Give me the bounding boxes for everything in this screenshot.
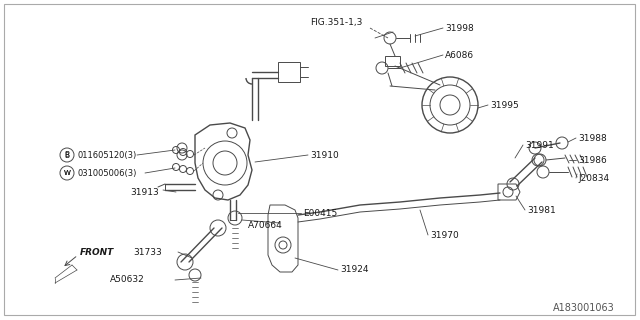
Text: B: B	[65, 152, 69, 158]
Text: 31924: 31924	[340, 266, 369, 275]
Text: 31733: 31733	[133, 247, 162, 257]
Text: J20834: J20834	[578, 173, 609, 182]
Text: 31991: 31991	[525, 140, 554, 149]
Text: 31970: 31970	[430, 230, 459, 239]
Text: FIG.351-1,3: FIG.351-1,3	[310, 18, 362, 27]
Text: 31981: 31981	[527, 205, 556, 214]
Text: E00415: E00415	[303, 209, 337, 218]
Text: 31998: 31998	[445, 23, 474, 33]
Text: 31910: 31910	[310, 150, 339, 159]
Text: 31986: 31986	[578, 156, 607, 164]
Text: A70664: A70664	[248, 220, 283, 229]
Text: A50632: A50632	[110, 276, 145, 284]
Text: W: W	[63, 170, 70, 176]
Text: W: W	[63, 170, 70, 176]
Text: A6086: A6086	[445, 51, 474, 60]
Text: FRONT: FRONT	[80, 247, 115, 257]
Text: B: B	[65, 150, 70, 159]
Text: 031005006(3): 031005006(3)	[77, 169, 136, 178]
Text: 31913: 31913	[130, 188, 159, 196]
Text: 31995: 31995	[490, 100, 519, 109]
Text: 31988: 31988	[578, 133, 607, 142]
Text: 011605120(3): 011605120(3)	[77, 150, 136, 159]
Text: A183001063: A183001063	[553, 303, 615, 313]
